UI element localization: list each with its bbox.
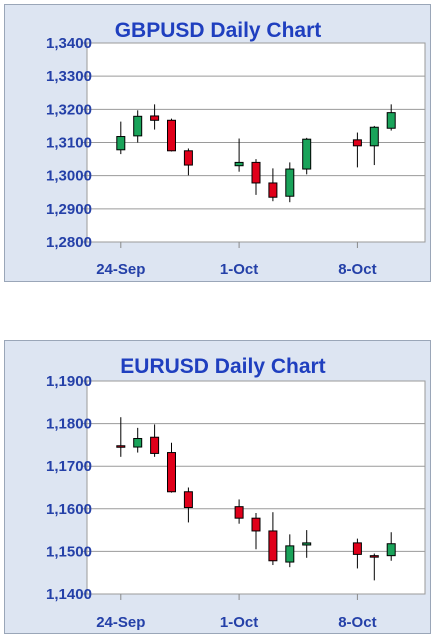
y-tick-label: 1,3100: [46, 135, 92, 152]
y-tick-label: 1,1700: [46, 458, 92, 475]
y-tick-label: 1,1400: [46, 586, 92, 603]
candle: [302, 137, 312, 175]
candle-body: [302, 138, 312, 170]
x-tick-label: 1-Oct: [220, 261, 258, 278]
candle-body: [268, 530, 278, 562]
y-tick-label: 1,1500: [46, 543, 92, 560]
plot-area: [86, 380, 426, 595]
y-tick-label: 1,1800: [46, 416, 92, 433]
gbpusd-chart: GBPUSD Daily Chart 1,3400 1,3300 1,3200 1,3…: [46, 19, 426, 278]
candle: [386, 104, 396, 131]
candle: [268, 512, 278, 566]
candle-body: [369, 126, 379, 147]
x-tick-label: 24-Sep: [96, 614, 145, 631]
eurusd-chart-panel: EURUSD Daily Chart 1,1900 1,1800 1,1700 1,1…: [4, 340, 431, 634]
candle: [133, 427, 143, 453]
candle: [386, 532, 396, 561]
candle-body: [386, 543, 396, 557]
candle-body: [369, 555, 379, 558]
candle-body: [183, 150, 193, 166]
candle-body: [268, 182, 278, 198]
candle: [234, 499, 244, 524]
candle-body: [150, 115, 160, 121]
candle: [285, 162, 295, 203]
eurusd-chart: EURUSD Daily Chart 1,1900 1,1800 1,1700 1,1…: [46, 355, 426, 631]
candle-body: [386, 112, 396, 129]
y-tick-label: 1,3000: [46, 168, 92, 185]
candle-body: [133, 115, 143, 137]
candle: [251, 513, 261, 550]
y-tick-label: 1,3300: [46, 68, 92, 85]
candle: [251, 159, 261, 195]
chart-title: EURUSD Daily Chart: [120, 355, 325, 378]
candle: [167, 442, 176, 493]
candle: [234, 138, 244, 172]
gbpusd-chart-panel: GBPUSD Daily Chart 1,3400 1,3300 1,3200 1,3…: [4, 4, 431, 282]
chart-title: GBPUSD Daily Chart: [115, 19, 322, 42]
y-tick-label: 1,2800: [46, 234, 92, 251]
candle-body: [285, 168, 295, 197]
candle-body: [183, 491, 193, 509]
candle: [352, 132, 362, 168]
y-tick-label: 1,2900: [46, 201, 92, 218]
candle-body: [167, 452, 176, 493]
candle: [369, 553, 379, 581]
x-tick-label: 8-Oct: [338, 261, 376, 278]
candle-body: [352, 542, 362, 555]
candle-body: [234, 506, 244, 519]
candle: [167, 118, 176, 152]
candle-body: [150, 436, 160, 454]
candle-body: [234, 161, 244, 167]
candle: [183, 148, 193, 176]
candle: [116, 121, 126, 155]
candle-body: [133, 438, 143, 448]
candle: [150, 104, 160, 130]
candle-body: [167, 119, 176, 152]
candle: [268, 168, 278, 202]
candle-body: [352, 139, 362, 147]
candle: [116, 417, 126, 457]
y-tick-label: 1,1600: [46, 501, 92, 518]
x-tick-label: 24-Sep: [96, 261, 145, 278]
x-tick-label: 1-Oct: [220, 614, 258, 631]
candle: [183, 487, 193, 523]
x-tick-label: 8-Oct: [338, 614, 376, 631]
candle-body: [116, 445, 126, 448]
candle-body: [251, 517, 261, 532]
candle-body: [285, 545, 295, 563]
candle: [285, 534, 295, 568]
y-tick-label: 1,3200: [46, 101, 92, 118]
y-tick-label: 1,3400: [46, 35, 92, 52]
candle: [352, 538, 362, 569]
candle-body: [251, 161, 261, 184]
candle: [133, 110, 143, 143]
candle: [302, 530, 312, 558]
candle: [369, 125, 379, 166]
candle-body: [116, 136, 126, 151]
candle-body: [302, 542, 312, 546]
candle: [150, 424, 160, 457]
y-tick-label: 1,1900: [46, 373, 92, 390]
